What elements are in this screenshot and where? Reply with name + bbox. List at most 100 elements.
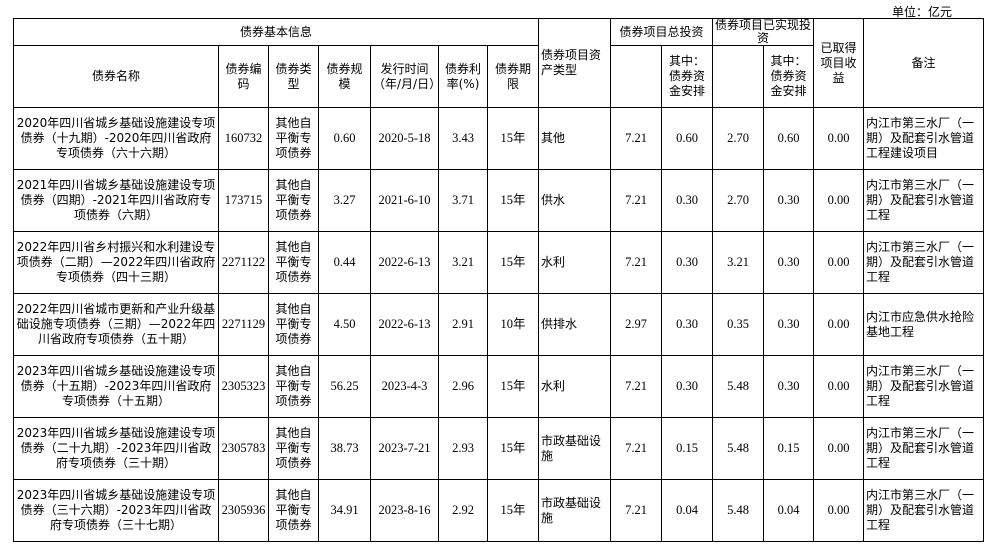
bond-term-cell: 15年: [486, 231, 540, 294]
realized-invest-cell: 0.35: [712, 293, 765, 356]
table-row: 2020年四川省城乡基础设施建设专项债券（十九期）-2020年四川省政府专项债券…: [13, 107, 985, 170]
bond-code-cell: 160732: [218, 107, 269, 170]
total-invest-bond-cell: 0.30: [661, 355, 714, 418]
total-invest-cell: 2.97: [610, 293, 663, 356]
bond-code-cell: 2271122: [218, 231, 269, 294]
bond-code-cell: 2305783: [218, 417, 269, 480]
bond-term-cell: 15年: [486, 355, 540, 418]
bond-code-cell: 173715: [218, 169, 269, 232]
asset-type-cell: 其他: [538, 107, 612, 170]
bond-scale-cell: 34.91: [318, 479, 371, 542]
project-income-cell: 0.00: [813, 417, 865, 480]
bond-code-cell: 2305936: [218, 479, 269, 542]
realized-invest-cell: 2.70: [712, 107, 765, 170]
bond-scale-cell: 0.44: [318, 231, 371, 294]
total-invest-bond-cell: 0.30: [661, 169, 714, 232]
bond-type-cell: 其他自平衡专项债券: [268, 293, 319, 356]
project-income-cell: 0.00: [813, 479, 865, 542]
realized-invest-bond-cell: 0.30: [763, 231, 815, 294]
bond-term-cell: 15年: [486, 417, 540, 480]
project-income-cell: 0.00: [813, 169, 865, 232]
asset-type-cell: 水利: [538, 355, 612, 418]
total-invest-bond-cell: 0.30: [661, 231, 714, 294]
header-name: 债券名称: [13, 45, 219, 108]
bond-type-cell: 其他自平衡专项债券: [268, 231, 319, 294]
total-invest-bond-cell: 0.15: [661, 417, 714, 480]
total-invest-bond-cell: 0.04: [661, 479, 714, 542]
bond-term-cell: 15年: [486, 169, 540, 232]
asset-type-cell: 供水: [538, 169, 612, 232]
issue-date-cell: 2023-4-3: [370, 355, 439, 418]
bond-term-cell: 15年: [486, 479, 540, 542]
bond-scale-cell: 38.73: [318, 417, 371, 480]
note-cell: 内江市第三水厂（一期）及配套引水管道工程建设项目: [863, 107, 985, 170]
bond-name-cell: 2023年四川省城乡基础设施建设专项债券（十五期）-2023年四川省政府专项债券…: [13, 355, 219, 418]
header-basic-info: 债券基本信息: [12, 18, 540, 46]
note-cell: 内江市第三水厂（一期）及配套引水管道工程: [863, 355, 985, 418]
project-income-cell: 0.00: [813, 293, 865, 356]
bond-rate-cell: 2.93: [438, 417, 488, 480]
realized-invest-bond-cell: 0.04: [763, 479, 815, 542]
asset-type-cell: 市政基础设施: [538, 479, 612, 542]
realized-invest-cell: 2.70: [712, 169, 765, 232]
issue-date-cell: 2021-6-10: [370, 169, 439, 232]
bond-type-cell: 其他自平衡专项债券: [268, 169, 319, 232]
bond-type-cell: 其他自平衡专项债券: [268, 107, 319, 170]
note-cell: 内江市第三水厂（一期）及配套引水管道工程: [863, 231, 985, 294]
bond-rate-cell: 3.71: [438, 169, 488, 232]
total-invest-bond-cell: 0.60: [661, 107, 714, 170]
header-total-bond: 其中：债券资金安排: [661, 45, 714, 108]
total-invest-cell: 7.21: [610, 417, 663, 480]
note-cell: 内江市应急供水抢险基地工程: [863, 293, 985, 356]
header-income: 已取得项目收益: [813, 18, 865, 108]
bond-rate-cell: 2.96: [438, 355, 488, 418]
table-row: 2022年四川省城市更新和产业升级基础设施专项债券（三期）—2022年四川省政府…: [13, 293, 985, 356]
bond-name-cell: 2022年四川省乡村振兴和水利建设专项债券（二期）—2022年四川省政府专项债券…: [13, 231, 219, 294]
bond-type-cell: 其他自平衡专项债券: [268, 417, 319, 480]
bond-code-cell: 2305323: [218, 355, 269, 418]
bond-scale-cell: 56.25: [318, 355, 371, 418]
header-type: 债券类型: [268, 45, 319, 108]
issue-date-cell: 2022-6-13: [370, 231, 439, 294]
table-row: 2021年四川省城乡基础设施建设专项债券（四期）-2021年四川省政府专项债券（…: [13, 169, 985, 232]
issue-date-cell: 2022-6-13: [370, 293, 439, 356]
total-invest-bond-cell: 0.30: [661, 293, 714, 356]
realized-invest-cell: 5.48: [712, 417, 765, 480]
bond-rate-cell: 2.92: [438, 479, 488, 542]
bond-name-cell: 2020年四川省城乡基础设施建设专项债券（十九期）-2020年四川省政府专项债券…: [13, 107, 219, 170]
bond-name-cell: 2021年四川省城乡基础设施建设专项债券（四期）-2021年四川省政府专项债券（…: [13, 169, 219, 232]
asset-type-cell: 市政基础设施: [538, 417, 612, 480]
total-invest-cell: 7.21: [610, 479, 663, 542]
header-scale: 债券规模: [318, 45, 371, 108]
bond-table: 债券基本信息 债券项目资产类型 债券项目总投资 债券项目已实现投资 已取得项目收…: [12, 18, 985, 542]
realized-invest-cell: 5.48: [712, 479, 765, 542]
table-row: 2023年四川省城乡基础设施建设专项债券（十五期）-2023年四川省政府专项债券…: [13, 355, 985, 418]
header-rate: 债券利率(%): [438, 45, 488, 108]
header-date: 发行时间（年/月/日）: [370, 45, 439, 108]
header-total-blank: [610, 45, 663, 108]
total-invest-cell: 7.21: [610, 107, 663, 170]
realized-invest-cell: 3.21: [712, 231, 765, 294]
issue-date-cell: 2020-5-18: [370, 107, 439, 170]
realized-invest-bond-cell: 0.30: [763, 293, 815, 356]
bond-name-cell: 2023年四川省城乡基础设施建设专项债券（二十九期）-2023年四川省政府专项债…: [13, 417, 219, 480]
realized-invest-cell: 5.48: [712, 355, 765, 418]
table-row: 2023年四川省城乡基础设施建设专项债券（三十六期）-2023年四川省政府专项债…: [13, 479, 985, 542]
project-income-cell: 0.00: [813, 231, 865, 294]
bond-scale-cell: 3.27: [318, 169, 371, 232]
bond-type-cell: 其他自平衡专项债券: [268, 355, 319, 418]
total-invest-cell: 7.21: [610, 231, 663, 294]
header-realized-blank: [712, 45, 765, 108]
realized-invest-bond-cell: 0.60: [763, 107, 815, 170]
unit-label: 单位：亿元: [892, 5, 953, 19]
bond-rate-cell: 3.43: [438, 107, 488, 170]
header-total-invest: 债券项目总投资: [610, 18, 714, 46]
asset-type-cell: 水利: [538, 231, 612, 294]
bond-scale-cell: 4.50: [318, 293, 371, 356]
header-realized-invest: 债券项目已实现投资: [712, 18, 815, 46]
total-invest-cell: 7.21: [610, 355, 663, 418]
issue-date-cell: 2023-8-16: [370, 479, 439, 542]
header-row-1: 债券基本信息 债券项目资产类型 债券项目总投资 债券项目已实现投资 已取得项目收…: [12, 18, 985, 108]
total-invest-cell: 7.21: [610, 169, 663, 232]
project-income-cell: 0.00: [813, 107, 865, 170]
